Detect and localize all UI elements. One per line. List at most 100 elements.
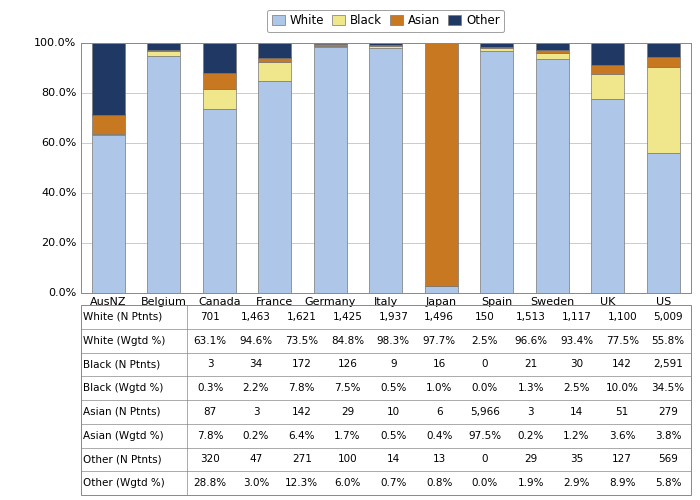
Legend: White, Black, Asian, Other: White, Black, Asian, Other [267, 10, 505, 32]
Text: 1.2%: 1.2% [564, 430, 589, 440]
Text: Black (Wgtd %): Black (Wgtd %) [83, 383, 163, 393]
Text: 2,591: 2,591 [653, 360, 683, 370]
Text: 0.3%: 0.3% [197, 383, 223, 393]
Text: 1,621: 1,621 [287, 312, 316, 322]
Text: 0.7%: 0.7% [380, 478, 407, 488]
Bar [369, 46, 402, 48]
Bar [92, 42, 125, 115]
Bar [147, 56, 181, 292]
Text: 87: 87 [204, 407, 217, 417]
Text: 1,100: 1,100 [608, 312, 637, 322]
Bar [202, 42, 236, 73]
Bar [369, 45, 402, 46]
Text: 96.6%: 96.6% [514, 336, 547, 345]
Text: 2.9%: 2.9% [564, 478, 589, 488]
Text: 0.8%: 0.8% [426, 478, 452, 488]
Text: 63.1%: 63.1% [194, 336, 227, 345]
Text: 142: 142 [292, 407, 312, 417]
Bar [202, 109, 236, 292]
Text: Other (Wgtd %): Other (Wgtd %) [83, 478, 164, 488]
Text: 7.8%: 7.8% [197, 430, 223, 440]
Bar [202, 89, 236, 109]
Text: 2.5%: 2.5% [564, 383, 589, 393]
Bar [536, 59, 569, 292]
Text: 47: 47 [249, 454, 262, 464]
Text: 21: 21 [524, 360, 538, 370]
Text: 5.8%: 5.8% [654, 478, 681, 488]
Bar [424, 42, 458, 286]
Text: 29: 29 [341, 407, 354, 417]
Text: 0: 0 [482, 454, 488, 464]
Text: 94.6%: 94.6% [239, 336, 272, 345]
Text: 3: 3 [527, 407, 534, 417]
Text: Other (N Ptnts): Other (N Ptnts) [83, 454, 162, 464]
Text: 77.5%: 77.5% [606, 336, 639, 345]
Text: 6.4%: 6.4% [288, 430, 315, 440]
Bar [536, 52, 569, 59]
Text: 13: 13 [433, 454, 446, 464]
Bar [258, 58, 291, 62]
Text: 569: 569 [658, 454, 678, 464]
Text: White (Wgtd %): White (Wgtd %) [83, 336, 165, 345]
Text: 14: 14 [570, 407, 583, 417]
Text: 279: 279 [658, 407, 678, 417]
Text: 0.5%: 0.5% [380, 430, 407, 440]
Bar [369, 48, 402, 292]
Bar [480, 48, 513, 51]
Bar [258, 80, 291, 292]
Text: 3.0%: 3.0% [243, 478, 270, 488]
Text: 97.5%: 97.5% [468, 430, 501, 440]
Text: 98.3%: 98.3% [377, 336, 410, 345]
Text: 0: 0 [482, 360, 488, 370]
Text: Asian (Wgtd %): Asian (Wgtd %) [83, 430, 164, 440]
Text: 0.2%: 0.2% [517, 430, 544, 440]
Text: 5,966: 5,966 [470, 407, 500, 417]
Text: 7.8%: 7.8% [288, 383, 315, 393]
Text: Black (N Ptnts): Black (N Ptnts) [83, 360, 160, 370]
Text: 1,513: 1,513 [516, 312, 545, 322]
Text: 701: 701 [200, 312, 220, 322]
Text: 0.5%: 0.5% [380, 383, 407, 393]
Bar [147, 50, 181, 56]
Text: 271: 271 [292, 454, 312, 464]
Text: 93.4%: 93.4% [560, 336, 593, 345]
Text: 1,937: 1,937 [379, 312, 408, 322]
Text: 7.5%: 7.5% [335, 383, 360, 393]
Text: 2.5%: 2.5% [472, 336, 498, 345]
Text: 73.5%: 73.5% [285, 336, 318, 345]
Text: Asian (N Ptnts): Asian (N Ptnts) [83, 407, 160, 417]
Text: 16: 16 [433, 360, 446, 370]
Bar [536, 42, 569, 50]
Bar [647, 66, 680, 153]
Text: 8.9%: 8.9% [609, 478, 636, 488]
Bar [424, 286, 458, 292]
Bar [314, 44, 347, 46]
Text: 150: 150 [475, 312, 495, 322]
Text: 5,009: 5,009 [653, 312, 682, 322]
Text: 320: 320 [200, 454, 220, 464]
Text: 34.5%: 34.5% [652, 383, 685, 393]
Bar [647, 153, 680, 292]
Text: 1,463: 1,463 [241, 312, 271, 322]
Text: 6.0%: 6.0% [335, 478, 360, 488]
Text: 0.2%: 0.2% [243, 430, 270, 440]
Bar [369, 43, 402, 45]
Text: 100: 100 [337, 454, 358, 464]
Bar [647, 57, 680, 66]
Bar [314, 47, 347, 292]
Text: 12.3%: 12.3% [285, 478, 318, 488]
Text: 3.6%: 3.6% [609, 430, 636, 440]
Text: 29: 29 [524, 454, 538, 464]
Text: 55.8%: 55.8% [652, 336, 685, 345]
Text: 0.0%: 0.0% [472, 478, 498, 488]
Text: 34: 34 [249, 360, 262, 370]
Bar [147, 42, 181, 50]
Bar [480, 42, 513, 48]
Text: 1,425: 1,425 [332, 312, 363, 322]
Text: 97.7%: 97.7% [423, 336, 456, 345]
Bar [591, 42, 624, 64]
Text: 127: 127 [612, 454, 632, 464]
Bar [314, 42, 347, 44]
Text: 126: 126 [337, 360, 358, 370]
Text: 1,117: 1,117 [561, 312, 591, 322]
